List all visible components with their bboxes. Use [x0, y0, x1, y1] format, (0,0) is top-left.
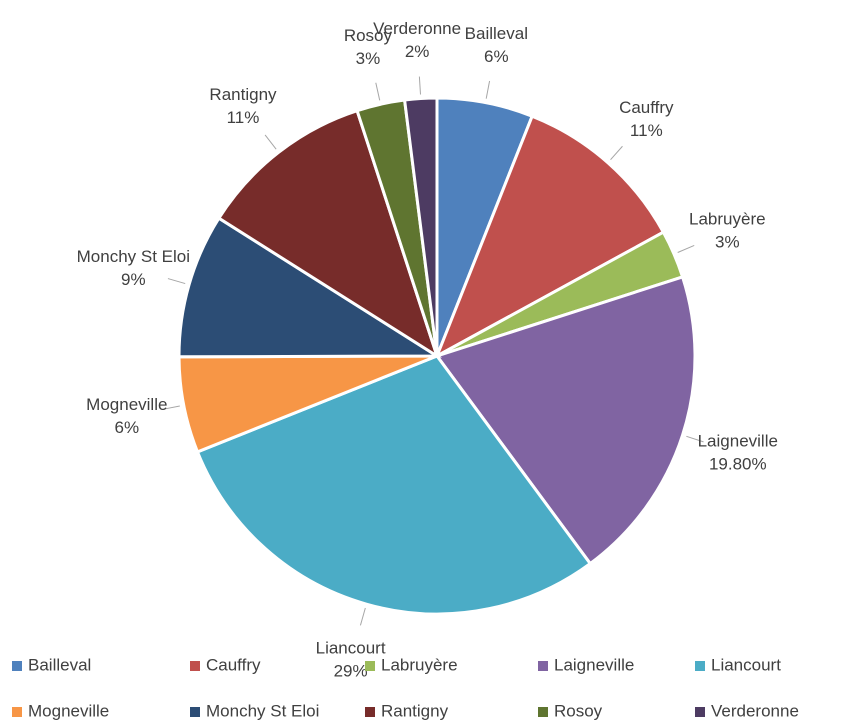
data-label: 19.80%: [709, 454, 767, 473]
legend-label: Labruyère: [381, 655, 458, 674]
legend-swatch: [365, 707, 375, 717]
legend-swatch: [695, 661, 705, 671]
leader-line: [359, 607, 366, 626]
leader-line: [610, 145, 623, 161]
legend-label: Verderonne: [711, 701, 799, 720]
legend-label: Rantigny: [381, 701, 449, 720]
legend-swatch: [695, 707, 705, 717]
legend-swatch: [365, 661, 375, 671]
pie-slice: [195, 354, 593, 616]
pie-slice: [216, 108, 440, 360]
data-label: 6%: [115, 418, 140, 437]
legend-label: Monchy St Eloi: [206, 701, 319, 720]
leader-line: [167, 278, 186, 285]
data-label: 3%: [356, 49, 381, 68]
data-label-name: Rantigny: [209, 85, 277, 104]
data-label: 2%: [405, 42, 430, 61]
leader-line: [686, 435, 704, 443]
legend-label: Liancourt: [711, 655, 781, 674]
data-label: 6%: [484, 47, 509, 66]
legend-swatch: [190, 661, 200, 671]
data-label-name: Verderonne: [373, 19, 461, 38]
leader-line: [264, 134, 277, 150]
leader-line: [485, 80, 491, 99]
data-label-name: Labruyère: [689, 210, 766, 229]
data-label-name: Monchy St Eloi: [77, 247, 190, 266]
legend-swatch: [538, 661, 548, 671]
legend-swatch: [190, 707, 200, 717]
data-label-name: Mogneville: [86, 395, 167, 414]
data-label: 3%: [715, 233, 740, 252]
pie-slice: [402, 96, 439, 357]
legend-swatch: [12, 661, 22, 671]
legend-label: Bailleval: [28, 655, 91, 674]
pie-slice: [434, 114, 666, 360]
pie-slice: [177, 216, 443, 359]
leader-line: [375, 82, 381, 101]
legend-label: Laigneville: [554, 655, 634, 674]
data-label-name: Rosoy: [344, 26, 393, 45]
data-label: 29%: [334, 661, 368, 680]
pie-slice: [434, 275, 697, 566]
legend-swatch: [12, 707, 22, 717]
data-label-name: Liancourt: [316, 638, 386, 657]
legend-label: Mogneville: [28, 701, 109, 720]
data-label-name: Bailleval: [465, 24, 528, 43]
legend-swatch: [538, 707, 548, 717]
legend-label: Rosoy: [554, 701, 603, 720]
data-label: 9%: [121, 270, 146, 289]
leader-line: [162, 405, 180, 410]
leader-line: [677, 244, 695, 253]
leader-line: [418, 76, 422, 95]
data-label-name: Laigneville: [698, 431, 778, 450]
data-label-name: Cauffry: [619, 98, 674, 117]
legend-label: Cauffry: [206, 655, 261, 674]
data-label: 11%: [227, 108, 260, 127]
data-label: 11%: [630, 121, 663, 140]
